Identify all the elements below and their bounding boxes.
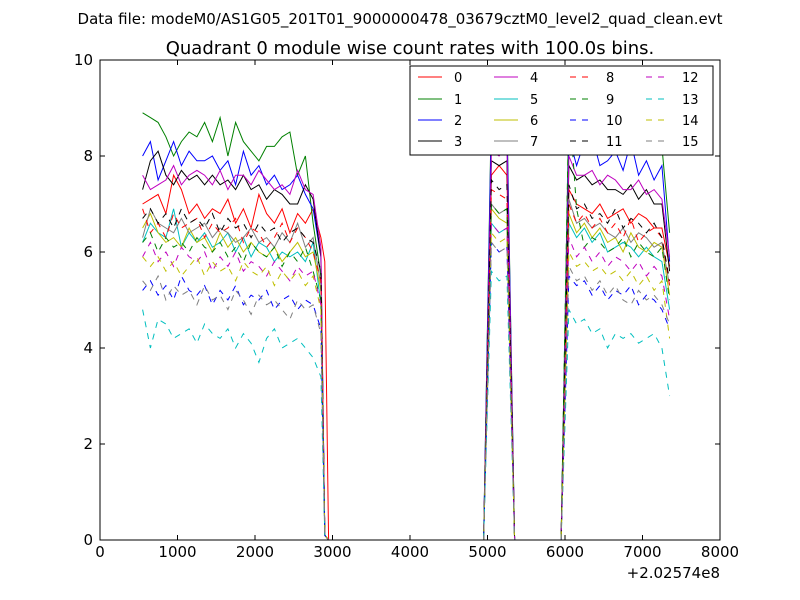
x-tick-label: 8000 (701, 543, 739, 561)
x-tick-label: 6000 (546, 543, 584, 561)
legend-label-15: 15 (682, 135, 699, 150)
legend-label-3: 3 (454, 135, 462, 150)
series-line-14 (142, 231, 671, 541)
legend-label-7: 7 (530, 135, 538, 150)
x-tick-label: 0 (95, 543, 105, 561)
y-tick-label: 6 (83, 243, 93, 261)
legend-label-2: 2 (454, 114, 462, 129)
x-tick-label: 3000 (313, 543, 351, 561)
legend-label-14: 14 (682, 114, 699, 129)
legend-frame (409, 65, 714, 156)
y-tick-label: 2 (83, 435, 93, 453)
x-offset-label: +2.02574e8 (627, 564, 720, 582)
series-line-11 (142, 178, 671, 541)
legend-label-0: 0 (454, 71, 462, 86)
series-line-12 (142, 221, 671, 541)
legend-label-10: 10 (606, 114, 623, 129)
legend-label-8: 8 (606, 71, 614, 86)
x-tick-label: 1000 (158, 543, 196, 561)
chart-title: Quadrant 0 module wise count rates with … (166, 38, 655, 59)
legend-label-9: 9 (606, 93, 614, 108)
series-line-15 (142, 241, 671, 541)
x-tick-label: 5000 (468, 543, 506, 561)
legend-label-1: 1 (454, 93, 462, 108)
y-tick-label: 8 (83, 147, 93, 165)
legend-label-6: 6 (530, 114, 538, 129)
legend-label-12: 12 (682, 71, 699, 86)
y-tick-label: 0 (83, 531, 93, 549)
x-tick-label: 4000 (391, 543, 429, 561)
x-tick-label: 2000 (236, 543, 274, 561)
legend-label-11: 11 (606, 135, 623, 150)
series-line-9 (142, 98, 671, 541)
y-tick-label: 10 (74, 51, 93, 69)
plot-frame (99, 59, 721, 541)
legend-label-5: 5 (530, 93, 538, 108)
y-tick-label: 4 (83, 339, 93, 357)
x-tick-label: 7000 (623, 543, 661, 561)
figure-suptitle: Data file: modeM0/AS1G05_201T01_90000004… (78, 10, 723, 29)
legend-label-13: 13 (682, 93, 699, 108)
legend-label-4: 4 (530, 71, 538, 86)
series-line-10 (142, 241, 671, 541)
